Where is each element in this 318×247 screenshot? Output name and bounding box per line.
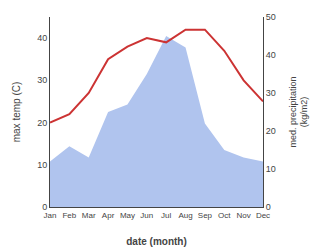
svg-text:Jan: Jan [44, 211, 57, 220]
svg-text:Jun: Jun [140, 211, 153, 220]
svg-text:Dec: Dec [256, 211, 270, 220]
svg-text:30: 30 [37, 75, 47, 85]
svg-text:date (month): date (month) [126, 236, 187, 247]
svg-text:max temp (C): max temp (C) [11, 82, 22, 143]
svg-text:Apr: Apr [102, 211, 115, 220]
svg-text:50: 50 [266, 12, 276, 22]
svg-text:Mar: Mar [82, 211, 96, 220]
svg-text:10: 10 [37, 160, 47, 170]
svg-text:30: 30 [266, 88, 276, 98]
svg-text:May: May [120, 211, 135, 220]
svg-text:Aug: Aug [178, 211, 192, 220]
svg-text:20: 20 [37, 118, 47, 128]
svg-text:0: 0 [266, 202, 271, 212]
svg-text:Sep: Sep [198, 211, 213, 220]
svg-text:40: 40 [266, 50, 276, 60]
svg-text:0: 0 [42, 202, 47, 212]
svg-text:20: 20 [266, 126, 276, 136]
svg-text:Jul: Jul [161, 211, 171, 220]
svg-text:40: 40 [37, 33, 47, 43]
svg-text:10: 10 [266, 164, 276, 174]
svg-text:Feb: Feb [62, 211, 76, 220]
svg-text:Oct: Oct [218, 211, 231, 220]
svg-text:med. precipitation(kg/m2): med. precipitation(kg/m2) [288, 76, 310, 147]
svg-text:Nov: Nov [237, 211, 251, 220]
